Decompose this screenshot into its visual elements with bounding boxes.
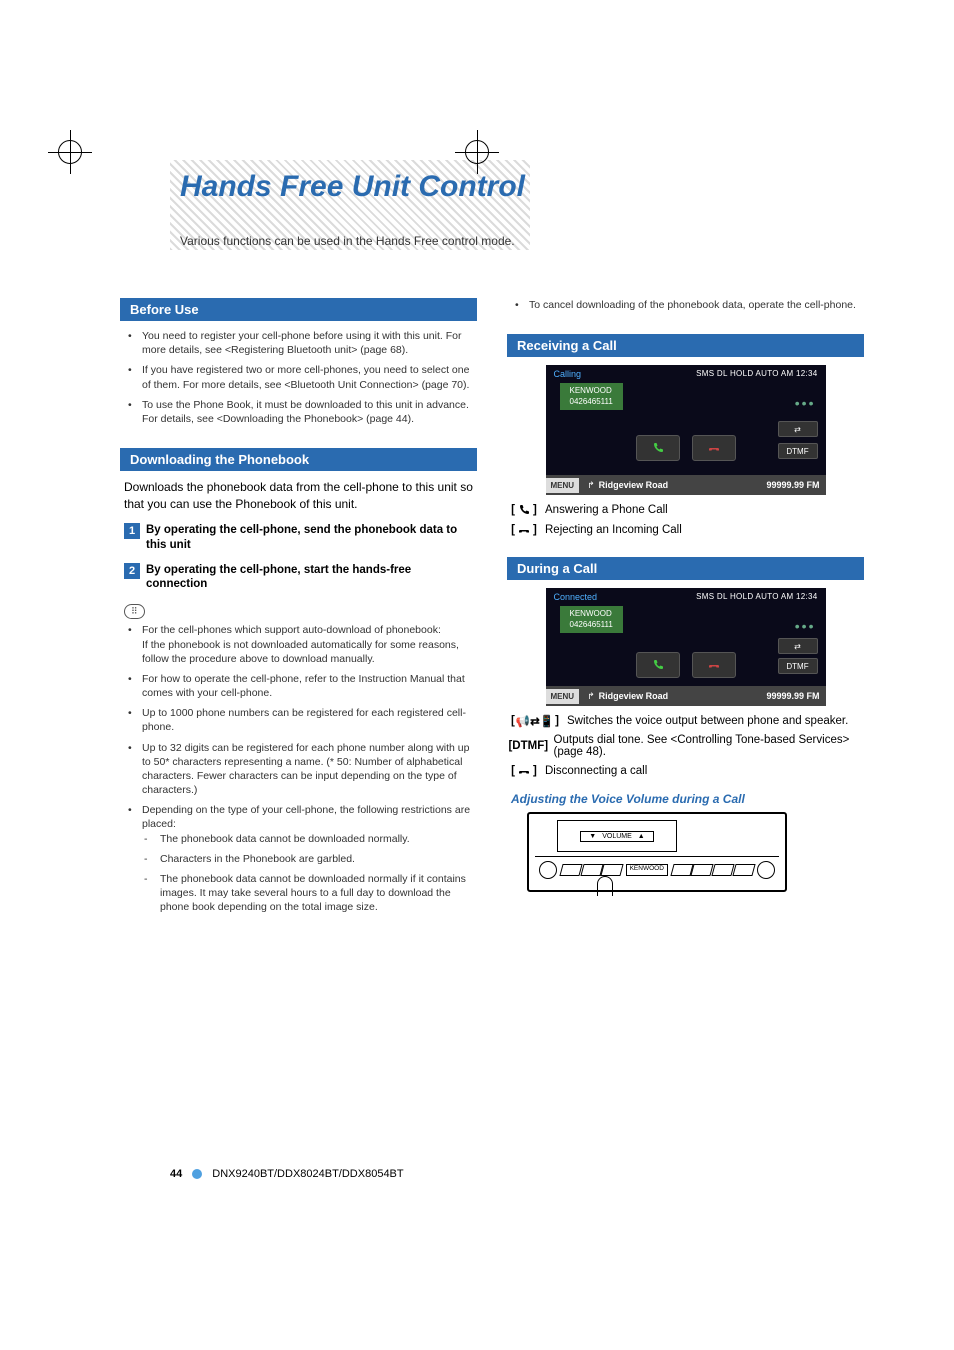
step-2: 2 By operating the cell-phone, start the…: [124, 563, 473, 593]
note-item: Up to 1000 phone numbers can be register…: [134, 706, 473, 734]
radio-button[interactable]: [670, 864, 693, 876]
radio-button[interactable]: [559, 864, 582, 876]
vol-down-icon: ▼: [589, 833, 596, 840]
dtmf-label: Outputs dial tone. See <Controlling Tone…: [554, 734, 860, 758]
radio-button[interactable]: [580, 864, 603, 876]
step-number: 2: [124, 563, 140, 579]
menu-button[interactable]: MENU: [546, 689, 580, 704]
switch-button[interactable]: ⇄: [778, 421, 818, 437]
before-use-header: Before Use: [120, 298, 477, 321]
intro-text: Various functions can be used in the Han…: [180, 234, 864, 248]
radio-screen: ▼ VOLUME ▲: [557, 820, 677, 852]
signal-dots: •••: [795, 395, 816, 411]
step-text: By operating the cell-phone, start the h…: [146, 563, 473, 593]
note-icon: ⠿: [124, 604, 145, 619]
answer-label: Answering a Phone Call: [545, 504, 668, 516]
caller-number: 0426465111: [570, 620, 613, 630]
dtmf-button[interactable]: DTMF: [778, 658, 818, 674]
signal-dots: •••: [795, 618, 816, 634]
radio-button[interactable]: [711, 864, 734, 876]
reject-icon: [511, 523, 537, 537]
answer-icon: [511, 503, 537, 517]
caller-name: KENWOOD: [570, 386, 613, 396]
note-item: For how to operate the cell-phone, refer…: [134, 672, 473, 700]
answer-button[interactable]: [636, 652, 680, 678]
cancel-note-list: To cancel downloading of the phonebook d…: [507, 298, 864, 312]
page-number: 44: [170, 1168, 182, 1180]
status-label: Connected: [554, 592, 598, 602]
dtmf-button[interactable]: DTMF: [778, 443, 818, 459]
switch-button[interactable]: ⇄: [778, 638, 818, 654]
restriction-item: Characters in the Phonebook are garbled.: [152, 852, 469, 866]
status-right: SMS DL HOLD AUTO AM 12:34: [696, 592, 817, 601]
answer-button[interactable]: [636, 435, 680, 461]
radio-button[interactable]: [691, 864, 714, 876]
radio-button[interactable]: [600, 864, 623, 876]
road-name: Ridgeview Road: [599, 480, 669, 490]
bottom-bar: MENU ↱ Ridgeview Road 99999.99 FM: [546, 475, 826, 495]
step-text: By operating the cell-phone, send the ph…: [146, 523, 473, 553]
radio-brand: KENWOOD: [626, 864, 668, 876]
reject-button[interactable]: [692, 435, 736, 461]
right-column: To cancel downloading of the phonebook d…: [507, 298, 864, 920]
caller-name: KENWOOD: [570, 609, 613, 619]
step-number: 1: [124, 523, 140, 539]
caller-number: 0426465111: [570, 397, 613, 407]
before-use-item: If you have registered two or more cell-…: [134, 363, 473, 391]
before-use-item: You need to register your cell-phone bef…: [134, 329, 473, 357]
disconnect-label: Disconnecting a call: [545, 765, 647, 777]
during-header: During a Call: [507, 557, 864, 580]
vol-up-icon: ▲: [638, 833, 645, 840]
menu-button[interactable]: MENU: [546, 478, 580, 493]
hangup-button[interactable]: [692, 652, 736, 678]
model-list: DNX9240BT/DDX8024BT/DDX8054BT: [212, 1168, 403, 1180]
status-label: Calling: [554, 369, 582, 379]
car-radio-illustration: ▼ VOLUME ▲ KENWOOD: [527, 812, 787, 892]
during-screenshot: Connected SMS DL HOLD AUTO AM 12:34 KENW…: [546, 588, 826, 706]
vol-label: VOLUME: [602, 833, 632, 840]
switch-output-icon: 📢⇄📱: [511, 714, 559, 728]
download-header: Downloading the Phonebook: [120, 448, 477, 471]
tune-knob[interactable]: [757, 861, 775, 879]
volume-knob[interactable]: [539, 861, 557, 879]
receiving-screenshot: Calling SMS DL HOLD AUTO AM 12:34 KENWOO…: [546, 365, 826, 495]
receiving-header: Receiving a Call: [507, 334, 864, 357]
bottom-bar: MENU ↱ Ridgeview Road 99999.99 FM: [546, 686, 826, 706]
radio-button[interactable]: [732, 864, 755, 876]
finger-pointer-icon: [597, 876, 613, 896]
frequency: 99999.99 FM: [766, 480, 819, 490]
before-use-list: You need to register your cell-phone bef…: [120, 329, 477, 426]
cancel-note: To cancel downloading of the phonebook d…: [521, 298, 860, 312]
step-1: 1 By operating the cell-phone, send the …: [124, 523, 473, 553]
note-item: Up to 32 digits can be registered for ea…: [134, 741, 473, 798]
chapter-title: Hands Free Unit Control: [180, 170, 864, 204]
before-use-item: To use the Phone Book, it must be downlo…: [134, 398, 473, 426]
footer-dot-icon: [192, 1169, 202, 1179]
disconnect-icon: [511, 764, 537, 778]
restriction-item: The phonebook data cannot be downloaded …: [152, 872, 469, 915]
road-name: Ridgeview Road: [599, 691, 669, 701]
dtmf-key: [DTMF]: [511, 739, 546, 753]
volume-indicator: ▼ VOLUME ▲: [580, 831, 653, 842]
frequency: 99999.99 FM: [766, 691, 819, 701]
caller-info: KENWOOD 0426465111: [560, 383, 623, 410]
reject-label: Rejecting an Incoming Call: [545, 524, 682, 536]
switch-output-label: Switches the voice output between phone …: [567, 715, 848, 727]
page-footer: 44 DNX9240BT/DDX8024BT/DDX8054BT: [170, 1168, 404, 1180]
status-right: SMS DL HOLD AUTO AM 12:34: [696, 369, 817, 378]
left-column: Before Use You need to register your cel…: [120, 298, 477, 920]
download-notes: For the cell-phones which support auto-d…: [120, 623, 477, 914]
restriction-item: The phonebook data cannot be downloaded …: [152, 832, 469, 846]
caller-info: KENWOOD 0426465111: [560, 606, 623, 633]
download-lead: Downloads the phonebook data from the ce…: [124, 479, 473, 513]
note-item: Depending on the type of your cell-phone…: [134, 803, 473, 914]
volume-subhead: Adjusting the Voice Volume during a Call: [511, 792, 860, 806]
note-item: For the cell-phones which support auto-d…: [134, 623, 473, 666]
